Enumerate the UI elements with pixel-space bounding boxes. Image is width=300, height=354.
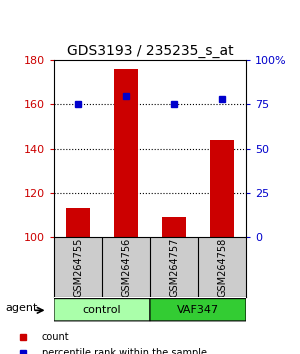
Text: GSM264755: GSM264755 xyxy=(73,238,83,297)
FancyBboxPatch shape xyxy=(54,299,150,321)
Text: count: count xyxy=(42,332,70,342)
Title: GDS3193 / 235235_s_at: GDS3193 / 235235_s_at xyxy=(67,44,233,58)
Text: agent: agent xyxy=(5,303,38,313)
Text: percentile rank within the sample: percentile rank within the sample xyxy=(42,348,207,354)
Text: GSM264757: GSM264757 xyxy=(169,238,179,297)
Bar xyxy=(162,217,186,237)
Bar xyxy=(114,69,138,237)
Bar xyxy=(66,209,90,237)
Text: GSM264758: GSM264758 xyxy=(217,238,227,297)
Bar xyxy=(210,140,234,237)
Text: control: control xyxy=(83,305,121,315)
Text: GSM264756: GSM264756 xyxy=(121,238,131,297)
Text: VAF347: VAF347 xyxy=(177,305,219,315)
FancyBboxPatch shape xyxy=(150,299,246,321)
